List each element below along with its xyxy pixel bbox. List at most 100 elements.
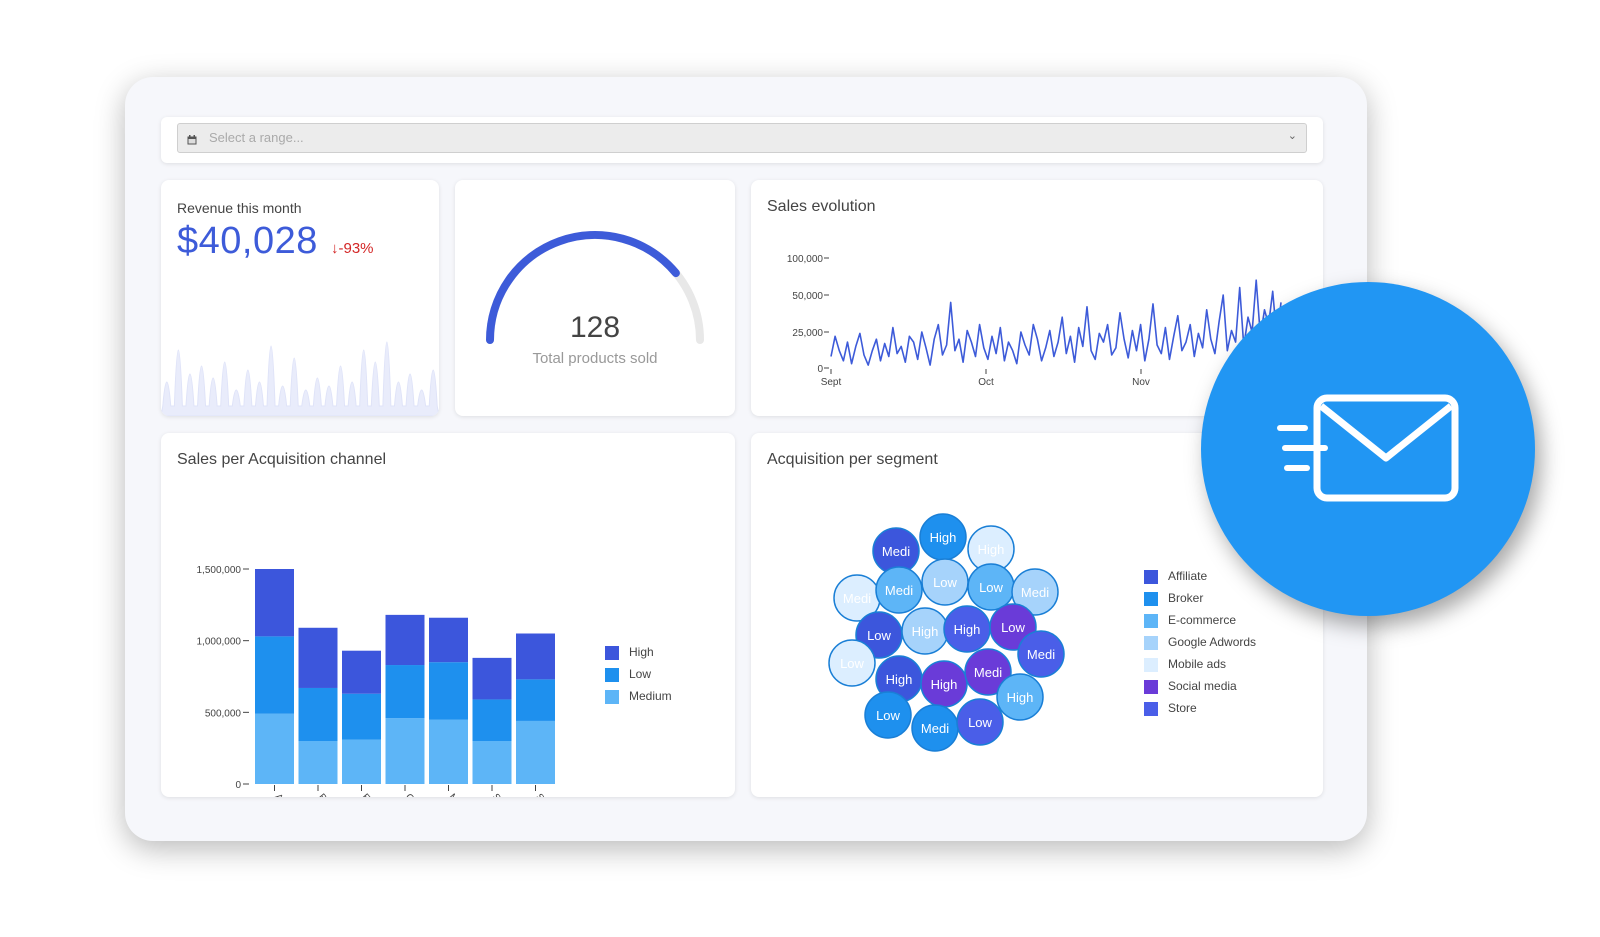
segment-bubble[interactable]: Low [828, 639, 876, 687]
range-picker-card: Select a range... ⌄ [161, 117, 1323, 163]
bar-segment [255, 636, 294, 714]
sales-channel-card: Sales per Acquisition channel 1,500,000 1… [161, 433, 735, 797]
legend-swatch [1144, 658, 1158, 672]
sales-channel-title: Sales per Acquisition channel [177, 451, 387, 468]
bubble-label: Medi [974, 665, 1002, 680]
bubble-label: Low [876, 708, 900, 723]
bubble-circle [956, 698, 1004, 746]
bar-segment [298, 627, 338, 688]
bubble-circle [875, 566, 923, 614]
legend-label: Google Adwords [1168, 635, 1257, 649]
bubble-label: Medi [882, 544, 910, 559]
revenue-label: Revenue this month [177, 200, 302, 216]
segment-bubble[interactable]: Low [967, 563, 1015, 611]
legend-label: E-commerce [1168, 613, 1237, 627]
revenue-sparkline-area [161, 341, 439, 416]
bubble-circle [996, 673, 1044, 721]
x-tick-label: Broker [316, 792, 344, 797]
y-tick-label: 25,000 [792, 328, 823, 339]
y-tick-label: 100,000 [787, 254, 824, 265]
y-tick-label: 1,500,000 [197, 565, 242, 576]
legend-label: Store [1168, 701, 1197, 715]
bubble-label: Low [840, 656, 864, 671]
bar-segment [255, 569, 294, 637]
segment-bubble[interactable]: Low [956, 698, 1004, 746]
segment-bubble[interactable]: High [996, 673, 1044, 721]
revenue-sparkline [161, 341, 439, 416]
products-gauge [486, 231, 704, 344]
x-tick-label: Social media [490, 792, 536, 797]
bubble-circle [1017, 630, 1065, 678]
bar-segment [342, 739, 381, 784]
segment-bubble[interactable]: Medi [1017, 630, 1065, 678]
bar-segment [298, 687, 338, 741]
bar-segment [472, 699, 512, 741]
bubble-label: Medi [921, 721, 949, 736]
y-tick-label: 500,000 [205, 708, 242, 719]
calendar-icon [187, 132, 197, 150]
segment-bubble[interactable]: High [919, 513, 967, 561]
bubble-circle [828, 639, 876, 687]
segment-bubble[interactable]: High [901, 607, 949, 655]
revenue-value: $40,028 [177, 220, 318, 262]
x-tick-label: Affiliate [272, 792, 302, 797]
bar-segment [516, 720, 555, 784]
send-mail-button[interactable] [1201, 282, 1535, 616]
bubble-label: High [978, 542, 1005, 557]
range-select[interactable]: Select a range... ⌄ [177, 123, 1307, 153]
x-tick-label: Mobile ads [446, 792, 486, 797]
segment-bubble[interactable]: Medi [911, 704, 959, 752]
legend-swatch [1144, 570, 1158, 584]
dashboard-window: Select a range... ⌄ Revenue this month $… [125, 77, 1367, 841]
x-tick-label: Oct [978, 377, 994, 388]
legend-swatch [1144, 680, 1158, 694]
bar-segment [429, 719, 468, 784]
segment-bubble[interactable]: High [875, 655, 923, 703]
segment-card: Acquisition per segment Medi High High Medi… [751, 433, 1323, 797]
segment-bubble[interactable]: Low [921, 558, 969, 606]
sales-channel-chart: 1,500,000 1,000,000 500,000 0 Affiliate Broke… [197, 565, 558, 797]
bubble-label: High [886, 672, 913, 687]
bar-segment [429, 617, 468, 663]
x-tick-label: E-commerce [359, 792, 404, 797]
chevron-down-icon[interactable]: ⌄ [1287, 130, 1297, 142]
legend-swatch [1144, 592, 1158, 606]
bubble-label: Low [867, 628, 891, 643]
x-tick-label: Nov [1132, 377, 1150, 388]
y-tick-label: 0 [235, 780, 241, 791]
gauge-fill [486, 231, 680, 344]
x-tick-label: Sept [821, 377, 842, 388]
segment-bubble[interactable]: High [967, 525, 1015, 573]
bubble-label: Medi [1021, 585, 1049, 600]
segment-bubble[interactable]: Medi [964, 648, 1012, 696]
bubble-label: High [1007, 690, 1034, 705]
legend-swatch [1144, 636, 1158, 650]
segment-bubble[interactable]: Medi [1011, 568, 1059, 616]
arrow-down-icon: ↓ [331, 240, 339, 257]
bar-segment [516, 679, 555, 721]
legend-swatch [1144, 702, 1158, 716]
legend-swatch [605, 690, 619, 704]
segment-bubble[interactable]: Medi [875, 566, 923, 614]
gauge-label: Total products sold [532, 350, 658, 367]
segment-bubble[interactable]: Medi [833, 574, 881, 622]
send-mail-icon [1277, 394, 1459, 502]
bubble-label: High [930, 530, 957, 545]
segment-bubble[interactable]: High [920, 660, 968, 708]
bubble-label: Medi [885, 583, 913, 598]
legend-swatch [605, 668, 619, 682]
bar-segment [516, 633, 555, 680]
legend-label: Broker [1168, 591, 1204, 605]
bubble-label: Low [1001, 620, 1025, 635]
revenue-card: Revenue this month $40,028 ↓-93% [161, 180, 439, 416]
x-tick-label: Store [533, 792, 557, 797]
legend-label: Mobile ads [1168, 657, 1227, 671]
bar-segment [255, 713, 294, 784]
bar-segment [385, 718, 425, 784]
y-tick-label: 1,000,000 [197, 637, 242, 648]
segment-bubble[interactable]: Low [864, 691, 912, 739]
bar-segment [342, 650, 381, 694]
bubble-label: Low [979, 580, 1003, 595]
sales-series-line [830, 279, 1282, 366]
segment-bubble[interactable]: High [943, 605, 991, 653]
